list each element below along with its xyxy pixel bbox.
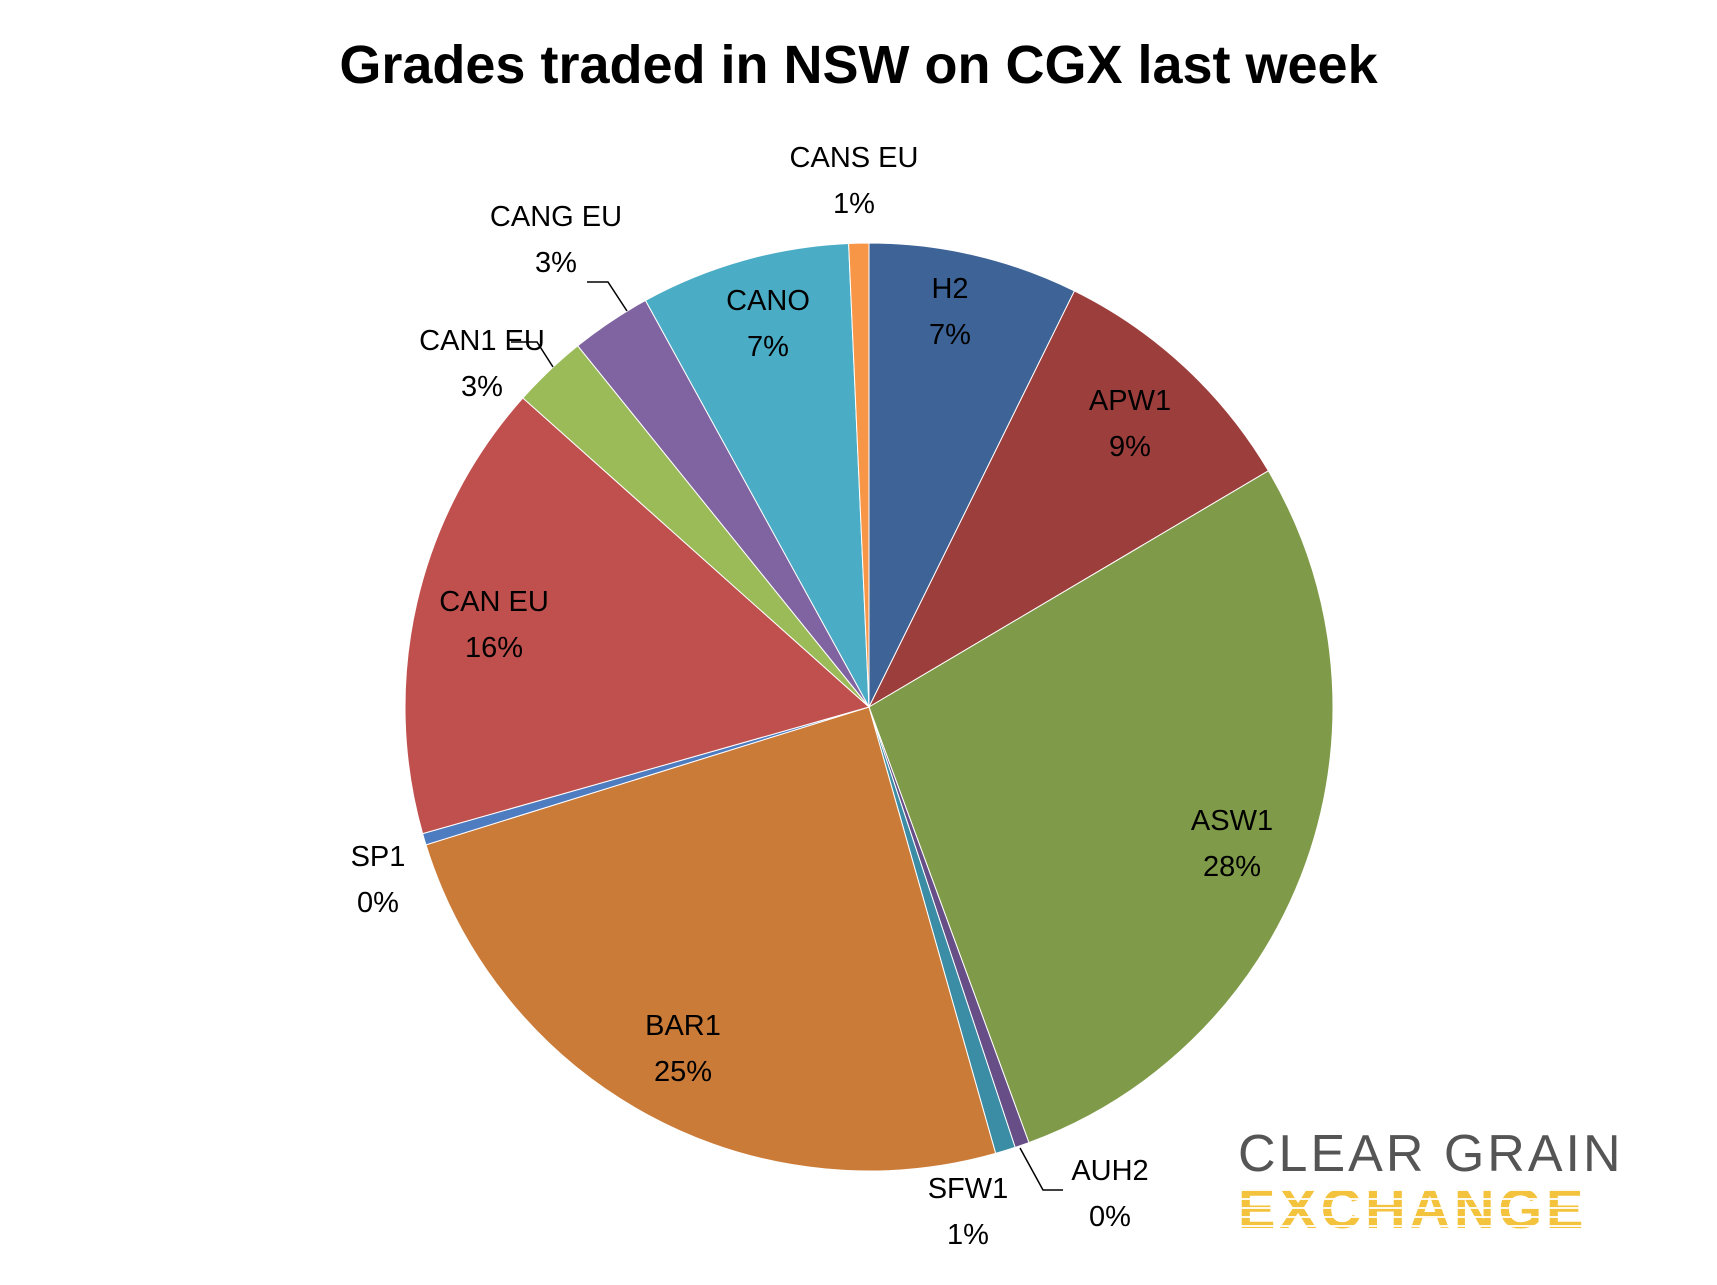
pie-slice-apw1 [867, 290, 1270, 709]
slice-percent-asw1: 28% [1203, 851, 1261, 883]
chart-title: Grades traded in NSW on CGX last week [339, 35, 1378, 95]
slice-percent-bar1: 25% [654, 1056, 712, 1088]
data-labels: H2 7% APW1 9% ASW1 28% AUH2 0% SFW1 1% BAR1 25% SP1 0… [351, 142, 1274, 1251]
slice-label-cang-eu: CANG EU [490, 201, 622, 233]
slice-percent-cang-eu: 3% [535, 247, 577, 279]
slice-percent-can-eu: 16% [465, 632, 523, 664]
slice-label-sp1: SP1 [351, 841, 406, 873]
slice-label-auh2: AUH2 [1071, 1155, 1148, 1187]
pie-slice-can-eu [404, 397, 871, 835]
slice-label-can-eu: CAN EU [439, 586, 549, 618]
pie-slice-asw1 [868, 470, 1334, 1144]
pie-slice-h2 [868, 242, 1076, 708]
slice-label-asw1: ASW1 [1191, 805, 1273, 837]
slice-label-can1-eu: CAN1 EU [419, 325, 545, 357]
slice-percent-auh2: 0% [1089, 1201, 1131, 1233]
slice-label-sfw1: SFW1 [928, 1173, 1009, 1205]
clear-grain-exchange-logo: CLEAR GRAIN EXCHANGE [1238, 1128, 1658, 1238]
leader-line-can1-eu [511, 341, 554, 368]
slice-percent-h2: 7% [929, 319, 971, 351]
leader-line-cang-eu [587, 281, 628, 312]
slice-label-cano: CANO [726, 285, 810, 317]
leader-line-auh2 [1019, 1147, 1063, 1191]
pie-slices [404, 242, 1334, 1172]
slice-percent-cans-eu: 1% [833, 188, 875, 220]
slice-percent-apw1: 9% [1109, 431, 1151, 463]
pie-slice-cano [644, 242, 870, 708]
logo-line-1: CLEAR GRAIN [1238, 1125, 1624, 1183]
slice-percent-sp1: 0% [357, 887, 399, 919]
slice-percent-sfw1: 1% [947, 1219, 989, 1251]
slice-percent-cano: 7% [747, 331, 789, 363]
logo-line-2: EXCHANGE [1238, 1181, 1658, 1237]
leader-lines [511, 281, 1063, 1191]
slice-label-cans-eu: CANS EU [790, 142, 919, 174]
slice-label-h2: H2 [931, 273, 968, 305]
pie-slice-bar1 [425, 706, 997, 1172]
slice-label-bar1: BAR1 [645, 1010, 721, 1042]
pie-slice-cans-eu [848, 242, 870, 708]
slice-label-apw1: APW1 [1089, 385, 1171, 417]
slice-percent-can1-eu: 3% [461, 371, 503, 403]
